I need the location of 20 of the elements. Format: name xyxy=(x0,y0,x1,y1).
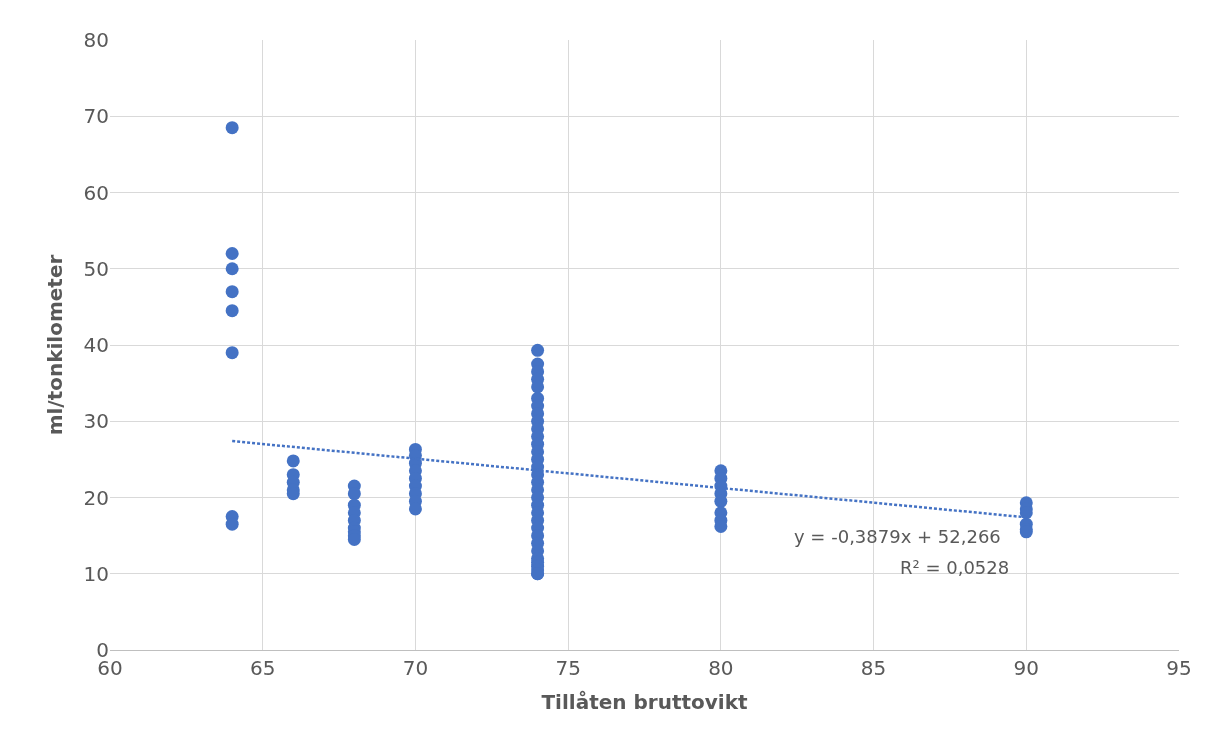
annotation: y = -0,3879x + 52,266 xyxy=(794,526,1001,547)
y-tick-label: 10 xyxy=(83,561,109,586)
y-tick-label: 0 xyxy=(96,638,109,662)
y-tick-label: 40 xyxy=(83,333,109,357)
x-tick-label: 75 xyxy=(555,656,581,680)
y-tick-label: 80 xyxy=(83,28,109,52)
x-tick-label: 90 xyxy=(1013,656,1040,680)
annotation: R² = 0,0528 xyxy=(900,557,1010,578)
y-tick-label: 60 xyxy=(83,180,109,205)
x-tick-label: 65 xyxy=(249,656,276,680)
y-axis-title: ml/tonkilometer xyxy=(43,254,68,436)
x-tick-label: 85 xyxy=(860,656,887,680)
x-tick-label: 80 xyxy=(708,656,734,680)
x-tick-label: 95 xyxy=(1166,656,1192,680)
y-tick-label: 20 xyxy=(83,485,109,510)
x-axis-title: Tillåten bruttovikt xyxy=(541,689,748,714)
y-tick-label: 30 xyxy=(83,409,109,434)
y-tick-label: 70 xyxy=(83,104,109,129)
x-tick-label: 70 xyxy=(402,656,429,680)
y-tick-label: 50 xyxy=(83,256,109,281)
